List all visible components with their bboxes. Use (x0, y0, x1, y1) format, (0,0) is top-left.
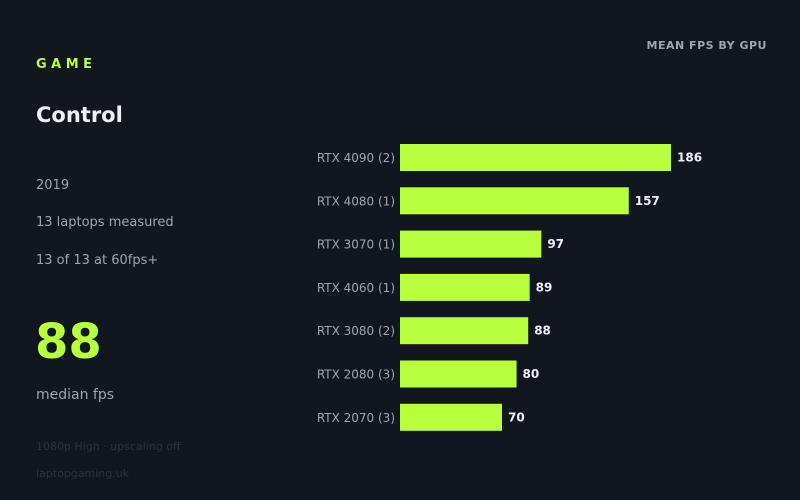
game-title: Control (36, 103, 123, 127)
median-fps-label: median fps (36, 387, 115, 403)
bar-label: RTX 3080 (2) (317, 324, 395, 338)
bar-value-label: 80 (523, 367, 540, 381)
fps-bar (400, 273, 530, 301)
bar-label: RTX 2080 (3) (317, 368, 395, 382)
bar-value-label: 89 (536, 280, 553, 294)
fps-bar (400, 360, 517, 388)
bar-label: RTX 4090 (2) (317, 151, 395, 165)
fps-bar (400, 230, 542, 258)
source-credit: laptopgaming.uk (36, 467, 130, 480)
bar-value-label: 157 (635, 194, 660, 208)
laptops-measured: 13 laptops measured (36, 215, 174, 230)
bar-value-label: 88 (534, 324, 551, 338)
fps-bar (400, 317, 529, 345)
fps-bar (400, 144, 671, 171)
bar-value-label: 70 (508, 410, 525, 424)
sixty-fps-count: 13 of 13 at 60fps+ (36, 253, 159, 268)
bar-label: RTX 4060 (1) (317, 281, 395, 295)
fps-bar (400, 403, 502, 431)
bar-value-label: 97 (547, 237, 564, 251)
release-year: 2019 (36, 178, 70, 193)
chart-title: MEAN FPS BY GPU (646, 39, 767, 52)
bar-label: RTX 3070 (1) (317, 238, 395, 252)
fps-bar (400, 187, 629, 215)
median-fps-value: 88 (35, 314, 102, 370)
test-settings: 1080p High · upscaling off (36, 440, 181, 453)
bar-label: RTX 2070 (3) (317, 411, 395, 425)
bar-label: RTX 4080 (1) (317, 194, 395, 208)
bar-value-label: 186 (677, 151, 702, 165)
section-kicker: GAME (36, 57, 97, 72)
